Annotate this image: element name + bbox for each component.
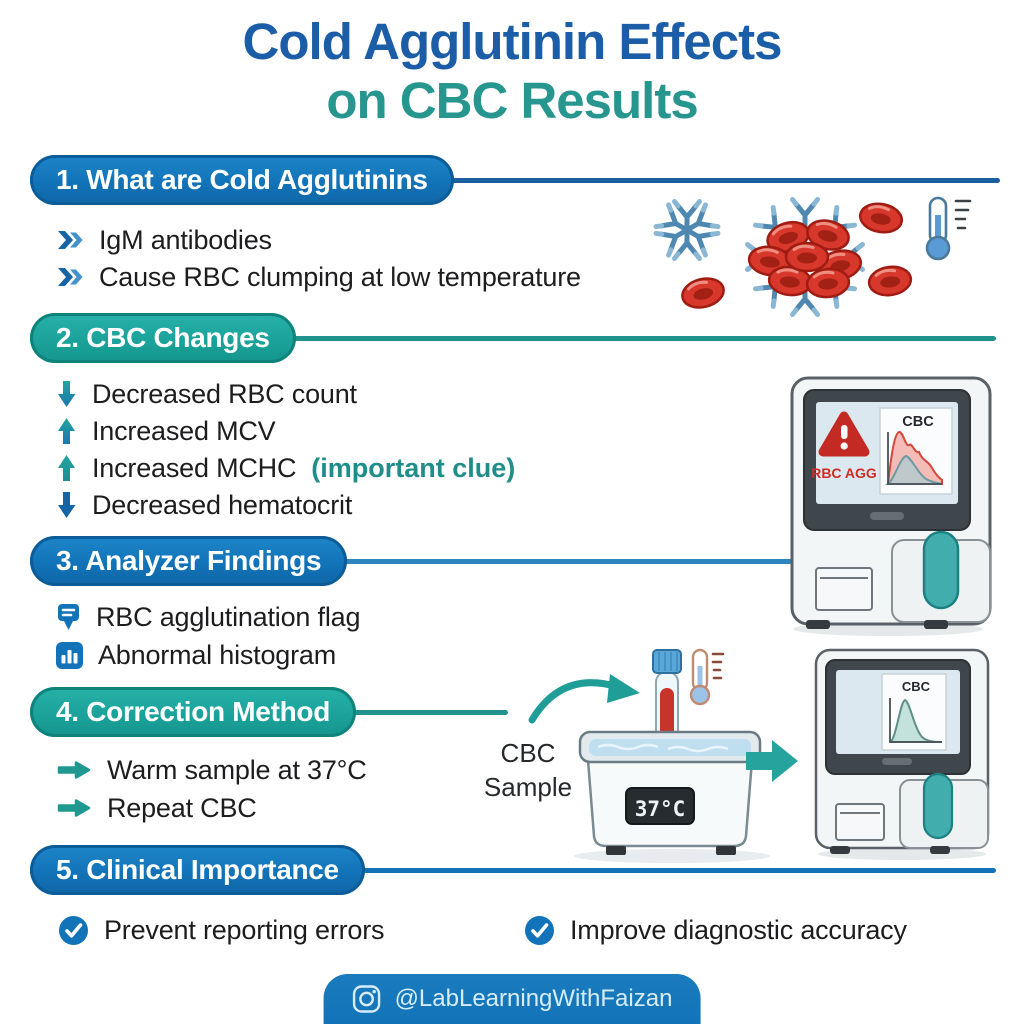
section5-line (340, 868, 996, 873)
thermometer-icon (689, 648, 725, 706)
arrow-right-icon (57, 799, 91, 817)
bullet-increased-mchc: Increased MCHC (important clue) (56, 450, 515, 486)
section1-line (300, 178, 1000, 183)
rbc-icon (856, 199, 906, 237)
bullet-text: IgM antibodies (99, 224, 272, 255)
section2-heading: 2. CBC Changes (56, 322, 270, 353)
sample-probe-slot (922, 772, 954, 840)
section5-heading-pill: 5. Clinical Importance (30, 845, 365, 895)
bullet-igm-antibodies: IgM antibodies (56, 222, 272, 258)
section4-line (300, 710, 508, 715)
section1-heading-pill: 1. What are Cold Agglutinins (30, 155, 454, 205)
bath-temperature-value: 37°C (635, 797, 686, 821)
arrow-down-icon (58, 492, 76, 518)
agglutination-illustration (638, 196, 972, 325)
antibody-cluster-icon (656, 202, 718, 259)
bullet-rbc-clumping: Cause RBC clumping at low temperature (56, 259, 581, 295)
bullet-text: Repeat CBC (107, 792, 257, 823)
histogram-icon (56, 641, 83, 669)
section5-heading: 5. Clinical Importance (56, 854, 339, 885)
analyzer-button (882, 758, 912, 765)
section3-line (300, 559, 792, 564)
bullet-agglutination-flag: RBC agglutination flag (56, 599, 360, 635)
bullet-prevent-errors: Prevent reporting errors (58, 912, 385, 948)
bullet-text: Decreased RBC count (92, 378, 357, 409)
bullet-text: Cause RBC clumping at low temperature (99, 261, 581, 292)
section2-heading-pill: 2. CBC Changes (30, 313, 296, 363)
cbc-panel-label: CBC (902, 679, 931, 694)
arrow-up-icon (58, 418, 75, 444)
bullet-text: Increased MCV (92, 415, 276, 446)
bullet-repeat-cbc: Repeat CBC (56, 790, 257, 826)
double-chevron-icon (58, 268, 83, 286)
bullet-text: Increased MCHC (92, 452, 297, 483)
cbc-sample-line2: Sample (483, 771, 573, 802)
bullet-text: Decreased hematocrit (92, 489, 353, 520)
rbc-icon (677, 272, 729, 314)
arrow-down-icon (58, 381, 76, 407)
hematology-analyzer-flagged: RBC AGG CBC (790, 376, 992, 636)
cbc-histogram-panel: CBC (881, 673, 947, 751)
curved-arrow-icon (528, 674, 640, 724)
section2-line (250, 336, 996, 341)
check-circle-icon (59, 915, 88, 945)
rbc-icon (865, 262, 915, 300)
flag-icon (58, 603, 79, 630)
bullet-decreased-hematocrit: Decreased hematocrit (56, 487, 352, 523)
title-line-2: on CBC Results (326, 72, 698, 130)
analyzer-button (870, 512, 904, 520)
check-circle-icon (525, 915, 554, 945)
page-title: Cold Agglutinin Effects on CBC Results (0, 12, 1024, 130)
bullet-increased-mcv: Increased MCV (56, 413, 276, 449)
social-handle: @LabLearningWithFaizan (394, 985, 673, 1012)
instagram-icon (352, 985, 381, 1013)
bullet-important-clue: (important clue) (311, 452, 516, 483)
bullet-abnormal-histogram: Abnormal histogram (56, 637, 336, 673)
bullet-improve-accuracy: Improve diagnostic accuracy (524, 912, 907, 948)
cbc-sample-label: CBC Sample (458, 737, 598, 805)
hematology-analyzer-normal: CBC (814, 648, 990, 860)
bullet-text: Abnormal histogram (98, 639, 337, 670)
double-chevron-icon (58, 231, 83, 249)
analyzer-drawer (835, 803, 885, 841)
title-line-1: Cold Agglutinin Effects (242, 13, 783, 70)
blood-sample-tube-icon (652, 649, 682, 751)
bullet-warm-sample: Warm sample at 37°C (56, 752, 367, 788)
section4-heading-pill: 4. Correction Method (30, 687, 357, 737)
social-handle-banner: @LabLearningWithFaizan (323, 974, 701, 1024)
right-arrow-icon (746, 740, 798, 782)
sample-probe-slot (922, 530, 960, 610)
cbc-sample-line1: CBC (500, 738, 556, 768)
bullet-text: Prevent reporting errors (104, 914, 385, 945)
cbc-panel-label: CBC (902, 414, 934, 430)
water-bath-illustration: 37°C (528, 648, 798, 863)
temperature-display: 37°C (625, 787, 695, 825)
water-bath-unit: 37°C (578, 730, 762, 855)
section4-heading: 4. Correction Method (56, 696, 331, 727)
arrow-up-icon (58, 455, 75, 481)
thermometer-icon (925, 196, 972, 261)
bullet-text: Warm sample at 37°C (107, 754, 367, 785)
rbc-agg-flag-label: RBC AGG (811, 465, 877, 481)
cbc-histogram-panel: CBC (879, 407, 953, 495)
warning-triangle-icon (818, 411, 870, 457)
bullet-text: RBC agglutination flag (96, 601, 361, 632)
section3-heading-pill: 3. Analyzer Findings (30, 536, 348, 586)
section1-heading: 1. What are Cold Agglutinins (56, 164, 428, 195)
arrow-right-icon (57, 761, 91, 779)
bullet-text: Improve diagnostic accuracy (570, 914, 907, 945)
bullet-decreased-rbc: Decreased RBC count (56, 376, 357, 412)
analyzer-drawer (815, 567, 873, 611)
section3-heading: 3. Analyzer Findings (56, 545, 322, 576)
